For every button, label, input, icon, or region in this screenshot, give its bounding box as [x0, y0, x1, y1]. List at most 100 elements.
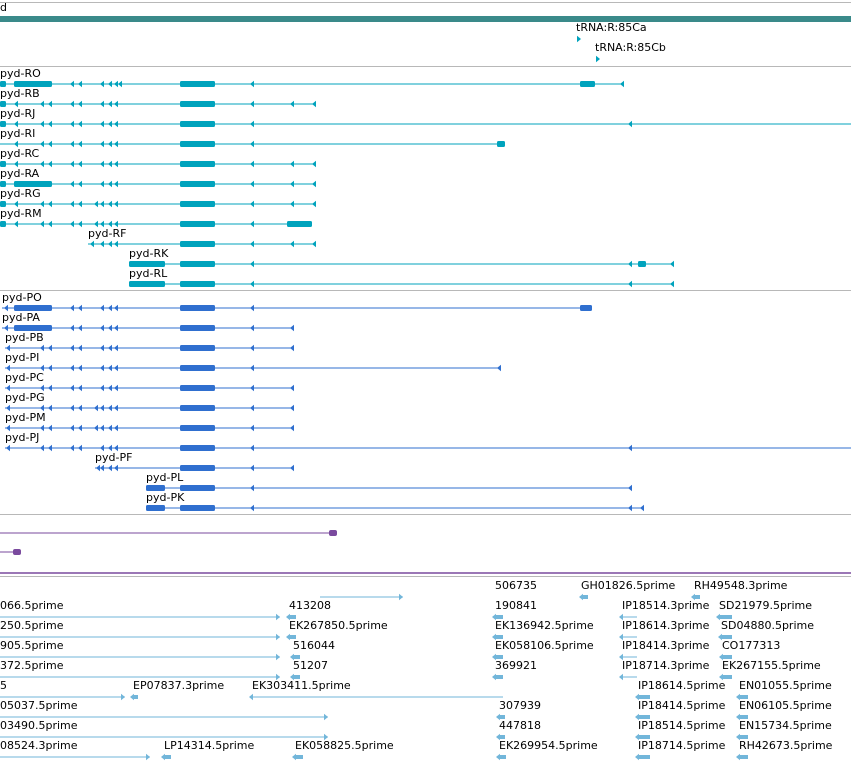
transcript-label[interactable]: pyd-RM: [0, 207, 42, 220]
est-label[interactable]: 369921: [495, 659, 537, 672]
strand-arrow-icon: [100, 100, 104, 108]
est-label[interactable]: SD21979.5prime: [719, 599, 812, 612]
trna-label[interactable]: tRNA:R:85Cb: [595, 41, 666, 54]
est-label[interactable]: 905.5prime: [0, 639, 64, 652]
transcript-label[interactable]: pyd-RA: [0, 167, 40, 180]
transcript-label[interactable]: pyd-RG: [0, 187, 41, 200]
est-label[interactable]: EK303411.5prime: [252, 679, 351, 692]
strand-arrow-icon: [70, 200, 74, 208]
est-label[interactable]: 506735: [495, 579, 537, 592]
transcript-label[interactable]: pyd-RC: [0, 147, 40, 160]
est-label[interactable]: EN06105.5prime: [739, 699, 832, 712]
strand-arrow-icon: [100, 444, 104, 452]
protein-label[interactable]: pyd-PK: [146, 491, 185, 504]
est-label[interactable]: CO177313: [722, 639, 781, 652]
est-label[interactable]: GH01826.5prime: [581, 579, 676, 592]
est-label[interactable]: EK269954.5prime: [499, 739, 598, 752]
est-label[interactable]: 190841: [495, 599, 537, 612]
transcript-label[interactable]: pyd-RO: [0, 67, 41, 80]
strand-arrow-icon: [6, 384, 10, 392]
strand-arrow-icon: [90, 240, 94, 248]
protein-label[interactable]: pyd-PI: [5, 351, 40, 364]
protein-label[interactable]: pyd-PL: [146, 471, 184, 484]
protein-label[interactable]: pyd-PJ: [5, 431, 40, 444]
est-label[interactable]: EN15734.5prime: [739, 719, 832, 732]
track-divider: [0, 290, 851, 291]
protein-label[interactable]: pyd-PB: [5, 331, 44, 344]
strand-arrow-icon: [635, 733, 639, 741]
protein-exon-block: [180, 345, 215, 351]
est-alignment-block: [164, 755, 171, 759]
transcript-label[interactable]: pyd-RI: [0, 127, 36, 140]
transcript-label[interactable]: pyd-RJ: [0, 107, 36, 120]
est-label[interactable]: 307939: [499, 699, 541, 712]
est-label[interactable]: 066.5prime: [0, 599, 64, 612]
protein-exon-block: [180, 405, 215, 411]
strand-arrow-icon: [108, 180, 112, 188]
protein-label[interactable]: pyd-PF: [95, 451, 133, 464]
est-label[interactable]: 516044: [293, 639, 335, 652]
strand-arrow-icon: [78, 404, 82, 412]
est-label[interactable]: IP18514.5prime: [638, 719, 726, 732]
strand-arrow-icon: [579, 593, 583, 601]
protein-label[interactable]: pyd-PA: [2, 311, 40, 324]
est-label[interactable]: EK136942.5prime: [495, 619, 594, 632]
est-label[interactable]: IP18714.3prime: [622, 659, 710, 672]
est-label[interactable]: 5: [0, 679, 7, 692]
est-label[interactable]: IP18614.5prime: [638, 679, 726, 692]
est-label[interactable]: IP18414.3prime: [622, 639, 710, 652]
strand-arrow-icon: [48, 424, 52, 432]
strand-arrow-icon: [619, 673, 623, 681]
strand-arrow-icon: [108, 404, 112, 412]
est-label[interactable]: SD04880.5prime: [721, 619, 814, 632]
est-label[interactable]: RH42673.5prime: [739, 739, 833, 752]
trna-label[interactable]: tRNA:R:85Ca: [576, 21, 647, 34]
protein-label[interactable]: pyd-PG: [5, 391, 45, 404]
transcript-label[interactable]: pyd-RL: [129, 267, 168, 280]
est-label[interactable]: IP18614.3prime: [622, 619, 710, 632]
est-label[interactable]: EK058106.5prime: [495, 639, 594, 652]
strand-arrow-icon: [250, 344, 254, 352]
est-label[interactable]: IP18414.5prime: [638, 699, 726, 712]
est-label[interactable]: IP18514.3prime: [622, 599, 710, 612]
est-label[interactable]: 447818: [499, 719, 541, 732]
transcript-label[interactable]: pyd-RK: [129, 247, 169, 260]
est-label[interactable]: 372.5prime: [0, 659, 64, 672]
est-label[interactable]: 51207: [293, 659, 328, 672]
transcript-exon-block: [180, 221, 215, 227]
est-label[interactable]: EK267850.5prime: [289, 619, 388, 632]
est-label[interactable]: EK058825.5prime: [295, 739, 394, 752]
strand-arrow-icon: [108, 200, 112, 208]
strand-arrow-icon: [108, 324, 112, 332]
strand-arrow-icon: [290, 404, 294, 412]
est-label[interactable]: 413208: [289, 599, 331, 612]
transcript-exon-block: [180, 201, 215, 207]
strand-arrow-icon: [4, 324, 8, 332]
est-label[interactable]: 08524.3prime: [0, 739, 78, 752]
protein-exon-block: [180, 325, 215, 331]
transcript-label[interactable]: pyd-RF: [88, 227, 127, 240]
est-alignment-block: [739, 735, 748, 739]
est-label[interactable]: RH49548.3prime: [694, 579, 788, 592]
strand-arrow-icon: [48, 444, 52, 452]
strand-arrow-icon: [70, 160, 74, 168]
est-label[interactable]: 05037.5prime: [0, 699, 78, 712]
strand-arrow-icon: [492, 633, 496, 641]
est-label[interactable]: EP07837.3prime: [133, 679, 225, 692]
est-label[interactable]: 03490.5prime: [0, 719, 78, 732]
est-label[interactable]: IP18714.5prime: [638, 739, 726, 752]
strand-arrow-icon: [48, 364, 52, 372]
est-label[interactable]: EK267155.5prime: [722, 659, 821, 672]
est-label[interactable]: EN01055.5prime: [739, 679, 832, 692]
strand-arrow-icon: [719, 653, 723, 661]
protein-label[interactable]: pyd-PC: [5, 371, 44, 384]
protein-label[interactable]: pyd-PO: [2, 291, 42, 304]
protein-label[interactable]: pyd-PM: [5, 411, 46, 424]
strand-arrow-icon: [70, 80, 74, 88]
protein-exon-block: [14, 305, 52, 311]
transcript-label[interactable]: pyd-RB: [0, 87, 40, 100]
est-label[interactable]: LP14314.5prime: [164, 739, 255, 752]
est-label[interactable]: 250.5prime: [0, 619, 64, 632]
strand-arrow-icon: [250, 140, 254, 148]
strand-arrow-icon: [48, 160, 52, 168]
